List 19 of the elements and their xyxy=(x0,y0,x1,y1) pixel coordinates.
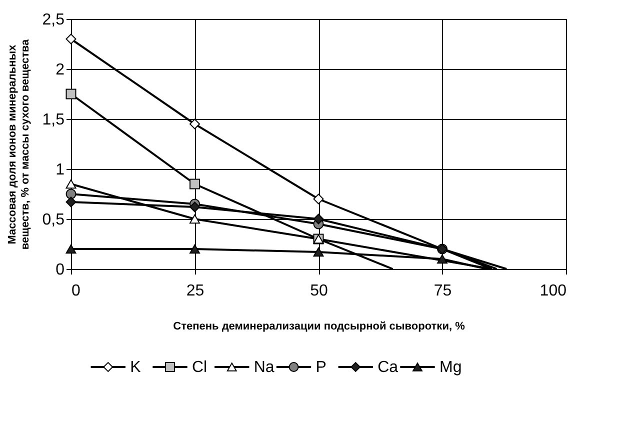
y-tick-label: 2,5 xyxy=(42,12,65,28)
x-tick-label: 25 xyxy=(186,282,204,300)
legend-label: Mg xyxy=(440,359,462,376)
y-axis-title: Массовая доля ионов минеральных веществ, % от массы сухого вещества xyxy=(6,38,32,250)
x-tick-label: 75 xyxy=(434,282,452,300)
legend-label: P xyxy=(316,359,326,376)
y-tick-label: 0,5 xyxy=(42,212,65,228)
y-tick-label: 1 xyxy=(56,162,65,178)
y-tick-label: 1,5 xyxy=(42,112,65,128)
x-axis-title: Степень деминерализации подсырной сыворотки, % xyxy=(173,320,466,332)
legend-label: Na xyxy=(254,359,274,376)
legend-label: Cl xyxy=(192,359,208,376)
legend-label: Ca xyxy=(378,359,398,376)
x-tick-label: 50 xyxy=(310,282,328,300)
y-tick-label: 2 xyxy=(56,62,65,78)
x-tick-label: 100 xyxy=(540,282,567,300)
legend-label: K xyxy=(130,359,142,376)
x-tick-label: 0 xyxy=(72,282,80,300)
y-tick-label: 0 xyxy=(56,262,65,278)
